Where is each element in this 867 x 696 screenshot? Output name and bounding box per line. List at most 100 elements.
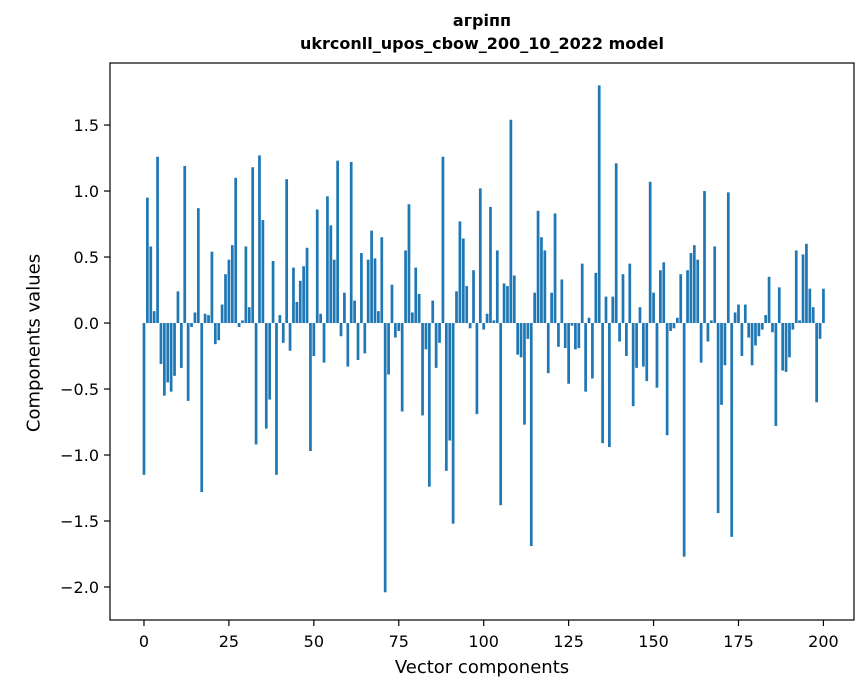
y-tick-label: −1.0	[60, 446, 99, 465]
bar	[427, 323, 431, 487]
bar	[309, 323, 312, 452]
bar	[319, 313, 322, 324]
bar	[458, 221, 462, 324]
bar	[173, 323, 176, 376]
bar	[567, 323, 570, 384]
bar	[353, 300, 356, 324]
bar	[601, 323, 604, 444]
bar	[315, 209, 319, 324]
bar	[750, 323, 754, 366]
bar	[485, 313, 489, 324]
bar	[791, 323, 795, 330]
bar	[822, 288, 825, 324]
bar	[156, 156, 159, 324]
bar	[489, 206, 492, 324]
bar	[322, 323, 326, 363]
bar	[241, 320, 244, 324]
bar	[285, 179, 289, 324]
bar	[788, 323, 791, 358]
bar	[417, 293, 421, 324]
bar	[482, 323, 486, 330]
bar	[244, 246, 248, 324]
bar	[183, 165, 187, 324]
bar	[414, 267, 418, 324]
bar	[781, 323, 785, 371]
bar	[390, 284, 394, 324]
bar	[254, 323, 258, 445]
bar	[574, 323, 577, 350]
bar	[519, 323, 523, 358]
bar	[737, 304, 740, 324]
x-axis-label: Vector components	[394, 657, 570, 678]
bar	[193, 312, 197, 324]
y-tick-label: −0.5	[60, 380, 99, 399]
y-tick-label: 1.5	[74, 116, 99, 135]
x-tick-label: 25	[219, 632, 239, 651]
bar	[675, 317, 679, 324]
bar	[597, 85, 601, 324]
bar	[292, 267, 295, 324]
bar	[264, 323, 268, 429]
bar	[784, 323, 788, 372]
bar	[326, 196, 329, 324]
bar	[370, 230, 373, 324]
bar	[383, 323, 387, 593]
bar	[400, 323, 404, 412]
bar	[764, 315, 768, 324]
bar	[356, 323, 360, 360]
bar	[166, 323, 170, 383]
bar	[798, 320, 801, 324]
bar	[448, 323, 452, 441]
bar	[662, 262, 666, 324]
bar	[380, 237, 384, 324]
bar	[754, 323, 757, 346]
bar	[281, 323, 285, 343]
bar	[478, 188, 482, 324]
bar	[475, 323, 479, 415]
bar	[465, 286, 469, 324]
bar	[716, 323, 720, 514]
y-tick-label: 0.5	[74, 248, 99, 267]
bar	[815, 323, 818, 403]
y-tick-label: 0.0	[74, 314, 99, 333]
x-tick-label: 0	[139, 632, 149, 651]
bar	[411, 312, 414, 324]
plot-frame	[109, 62, 855, 621]
x-tick-label: 100	[468, 632, 499, 651]
bar	[506, 286, 509, 324]
bar	[584, 323, 587, 392]
bar	[794, 250, 798, 324]
bar	[699, 323, 703, 363]
bar	[377, 311, 380, 324]
bar	[689, 253, 693, 324]
y-tick-label: −1.5	[60, 512, 99, 531]
bar	[472, 270, 475, 324]
bar	[163, 323, 166, 396]
bar	[774, 323, 778, 426]
bar	[743, 304, 747, 324]
bar	[234, 177, 238, 324]
bar	[196, 208, 200, 324]
bar	[332, 259, 336, 324]
bar	[251, 167, 255, 324]
bar	[726, 192, 730, 324]
x-tick-label: 75	[389, 632, 409, 651]
bar	[591, 323, 594, 379]
bar	[343, 292, 346, 324]
bar	[703, 191, 706, 324]
bar	[523, 323, 526, 425]
bar	[805, 243, 808, 324]
bar	[563, 323, 567, 349]
bar	[394, 323, 397, 338]
bar	[686, 270, 689, 324]
chart-title: агріпп	[452, 11, 512, 30]
bar	[360, 253, 363, 324]
bar	[492, 320, 496, 324]
bar	[207, 315, 210, 324]
bar	[421, 323, 424, 416]
bar	[818, 323, 822, 339]
bar	[638, 307, 642, 324]
bar	[682, 323, 686, 557]
